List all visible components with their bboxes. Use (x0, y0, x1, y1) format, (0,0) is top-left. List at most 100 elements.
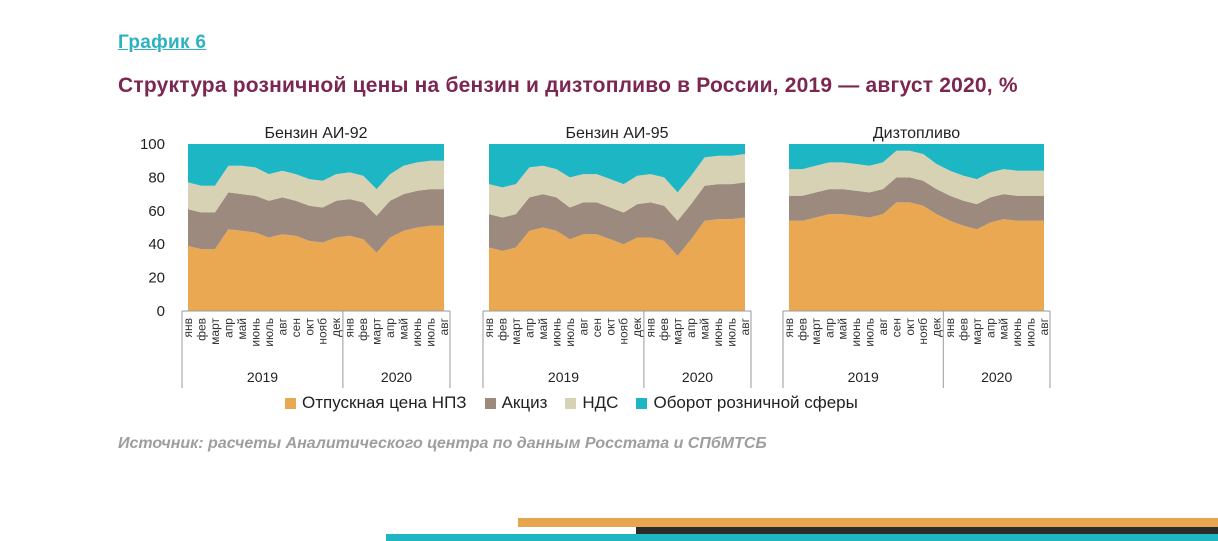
x-tick-label: авг (275, 317, 289, 335)
x-tick-label: апр (383, 318, 397, 338)
legend-item-refinery: Отпускная цена НПЗ (285, 393, 467, 413)
x-tick-label: фев (496, 318, 510, 341)
area-retail-2 (489, 144, 745, 193)
area-excise-2 (489, 182, 745, 256)
x-tick-label: авг (437, 317, 451, 335)
x-tick-label: окт (903, 318, 917, 336)
x-tick-label: фев (195, 318, 209, 341)
x-tick-label: апр (684, 318, 698, 338)
area-refinery-3 (789, 202, 1044, 311)
x-tick-label: фев (356, 318, 370, 341)
legend-label-retail: Оборот розничной сферы (653, 393, 858, 412)
legend-swatch-retail (636, 397, 648, 409)
y-tick-label: 20 (148, 270, 165, 287)
x-tick-label: апр (983, 318, 997, 338)
panel-title-2: Бензин АИ-95 (565, 125, 668, 142)
x-tick-label: авг (876, 317, 890, 335)
x-tick-label: дек (930, 317, 944, 337)
legend: Отпускная цена НПЗ Акциз НДС Оборот розн… (285, 393, 876, 413)
y-tick-label: 80 (148, 169, 165, 186)
x-tick-label: янв (181, 318, 195, 338)
x-tick-label: фев (795, 318, 809, 341)
x-tick-label: июль (424, 318, 438, 347)
x-tick-label: апр (822, 318, 836, 338)
x-tick-label: авг (576, 317, 590, 335)
x-tick-label: март (970, 318, 984, 345)
area-refinery-1 (188, 225, 444, 311)
legend-item-retail: Оборот розничной сферы (636, 393, 858, 413)
x-tick-label: март (809, 318, 823, 345)
x-tick-label: дек (329, 317, 343, 337)
year-label-2019: 2019 (247, 369, 278, 385)
decor-stripe-dark (636, 527, 1218, 534)
legend-label-excise: Акциз (501, 393, 548, 412)
area-excise-1 (188, 189, 444, 253)
panel-title-1: Бензин АИ-92 (264, 125, 367, 142)
source-note: Источник: расчеты Аналитического центра … (118, 435, 767, 452)
panel-title-3: Дизтопливо (873, 125, 960, 142)
x-tick-label: март (509, 318, 523, 345)
x-tick-label: янв (943, 318, 957, 338)
x-tick-label: июль (1024, 318, 1038, 347)
x-tick-label: фев (957, 318, 971, 341)
x-tick-label: сен (289, 318, 303, 337)
x-tick-label: май (235, 318, 249, 340)
x-tick-label: фев (657, 318, 671, 341)
x-tick-label: май (397, 318, 411, 340)
x-tick-label: июнь (849, 318, 863, 347)
x-tick-label: июль (262, 318, 276, 347)
x-tick-label: янв (782, 318, 796, 338)
legend-swatch-excise (484, 397, 496, 409)
x-tick-label: июнь (410, 318, 424, 347)
x-tick-label: янв (482, 318, 496, 338)
x-tick-label: нояб (617, 318, 631, 345)
y-tick-label: 60 (148, 203, 165, 220)
y-tick-label: 40 (148, 236, 165, 253)
x-tick-label: апр (221, 318, 235, 338)
legend-swatch-refinery (285, 397, 296, 409)
x-tick-label: июль (863, 318, 877, 347)
legend-swatch-vat (565, 397, 577, 409)
area-vat-3 (789, 150, 1044, 205)
x-tick-label: нояб (316, 318, 330, 345)
x-tick-label: июль (725, 318, 739, 347)
legend-label-vat: НДС (582, 393, 619, 412)
x-tick-label: янв (343, 318, 357, 338)
x-tick-label: июнь (1010, 318, 1024, 347)
y-tick-label: 0 (157, 303, 165, 320)
x-tick-label: авг (738, 317, 752, 335)
year-label-2019: 2019 (548, 369, 579, 385)
x-tick-label: май (836, 318, 850, 340)
y-tick-label: 100 (140, 136, 165, 153)
area-vat-2 (489, 154, 745, 221)
x-tick-label: май (536, 318, 550, 340)
x-tick-label: июнь (248, 318, 262, 347)
x-tick-label: март (370, 318, 384, 345)
x-tick-label: авг (1037, 317, 1051, 335)
x-tick-label: май (997, 318, 1011, 340)
x-tick-label: сен (889, 318, 903, 337)
year-label-2020: 2020 (981, 369, 1012, 385)
x-tick-label: окт (302, 318, 316, 336)
x-tick-label: сен (590, 318, 604, 337)
x-tick-label: окт (603, 318, 617, 336)
area-refinery-2 (489, 217, 745, 311)
year-label-2020: 2020 (381, 369, 412, 385)
x-tick-label: июнь (549, 318, 563, 347)
x-tick-label: янв (644, 318, 658, 338)
x-tick-label: июль (563, 318, 577, 347)
x-tick-label: март (671, 318, 685, 345)
area-vat-1 (188, 160, 444, 216)
decor-stripe-teal (386, 534, 1218, 541)
year-label-2020: 2020 (682, 369, 713, 385)
x-tick-label: нояб (916, 318, 930, 345)
x-tick-label: июнь (711, 318, 725, 347)
area-excise-3 (789, 177, 1044, 230)
legend-item-vat: НДС (565, 393, 618, 413)
year-label-2019: 2019 (848, 369, 879, 385)
chart-title: Структура розничной цены на бензин и диз… (118, 74, 1018, 97)
x-tick-label: дек (630, 317, 644, 337)
legend-label-refinery: Отпускная цена НПЗ (302, 393, 467, 412)
chart-number-link[interactable]: График 6 (118, 32, 207, 53)
